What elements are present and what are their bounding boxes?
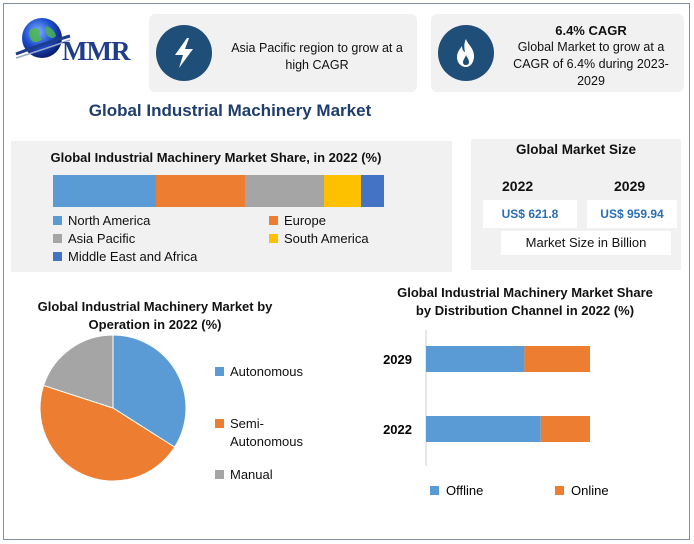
legend-swatch <box>53 234 62 243</box>
growth-card-text: Asia Pacific region to grow at a high CA… <box>231 41 403 72</box>
pie-legend-semi-autonomous: Semi- Autonomous <box>215 415 315 451</box>
legend-swatch-online <box>555 486 564 495</box>
value-2029: US$ 959.94 <box>587 200 677 228</box>
year-2022-label: 2022 <box>502 178 534 194</box>
market-size-title: Global Market Size <box>515 142 637 157</box>
legend-label: Semi- Autonomous <box>230 415 310 451</box>
pie-slice-semi-autonomous <box>40 384 176 482</box>
legend-swatch <box>215 419 224 428</box>
legend-label: Autonomous <box>230 364 303 379</box>
market-size-panel: Global Market Size 2022 2029 US$ 621.8 U… <box>471 139 681 270</box>
regional-share-title: Global Industrial Machinery Market Share… <box>50 150 382 165</box>
regional-stacked-bar <box>53 175 384 207</box>
legend-swatch <box>269 234 278 243</box>
legend-swatch <box>269 216 278 225</box>
legend-swatch <box>215 470 224 479</box>
legend-label: South America <box>284 231 369 246</box>
pie-slice-manual <box>42 334 114 409</box>
legend-europe: Europe <box>269 213 326 228</box>
legend-label: Europe <box>284 213 326 228</box>
cagr-card: 6.4% CAGR Global Market to grow at a CAG… <box>431 14 684 92</box>
value-2022: US$ 621.8 <box>483 200 577 228</box>
infographic-frame <box>3 3 690 540</box>
logo-text: MMR <box>62 36 130 66</box>
category-label-2029: 2029 <box>383 352 412 367</box>
legend-label-offline: Offline <box>446 483 483 498</box>
mmr-logo: MMR <box>12 14 140 74</box>
segment-middle-east-and-africa <box>360 175 384 207</box>
segment-europe <box>155 175 245 207</box>
legend-label: Manual <box>230 467 273 482</box>
legend-label: North America <box>68 213 151 228</box>
legend-label: Asia Pacific <box>68 231 136 246</box>
legend-swatch <box>53 216 62 225</box>
bar-2029-online <box>524 346 590 372</box>
legend-middle-east-and-africa: Middle East and Africa <box>53 249 197 264</box>
legend-swatch-offline <box>430 486 439 495</box>
growth-card: Asia Pacific region to grow at a high CA… <box>149 14 417 92</box>
market-size-note: Market Size in Billion <box>501 231 671 255</box>
segment-north-america <box>53 175 156 207</box>
legend-label-online: Online <box>571 483 609 498</box>
operation-pie-title: Global Industrial Machinery Market by Op… <box>37 299 273 332</box>
distribution-bar-chart: 2029 2022 Offline Online <box>383 330 609 498</box>
regional-share-panel: Global Industrial Machinery Market Share… <box>11 141 452 272</box>
bar-2022-online <box>540 416 590 442</box>
segment-south-america <box>324 175 361 207</box>
legend-label-line: Semi- <box>230 416 264 431</box>
cagr-card-title: 6.4% CAGR <box>555 23 627 38</box>
globe-icon <box>15 18 71 59</box>
cagr-icon-circle <box>438 25 494 81</box>
lightning-icon <box>175 38 193 68</box>
category-label-2022: 2022 <box>383 422 412 437</box>
pie-legend-autonomous: Autonomous <box>215 363 315 381</box>
legend-label: Middle East and Africa <box>68 249 198 264</box>
main-title: Global Industrial Machinery Market <box>88 101 372 120</box>
distribution-bar-title: Global Industrial Machinery Market Share… <box>397 285 653 318</box>
pie-legend-manual: Manual <box>215 466 315 484</box>
legend-swatch <box>215 367 224 376</box>
year-2029-label: 2029 <box>614 178 646 194</box>
bar-2029-offline <box>426 346 525 372</box>
legend-swatch <box>53 252 62 261</box>
cagr-card-text: Global Market to grow at a CAGR of 6.4% … <box>513 40 669 88</box>
flame-icon <box>457 39 474 67</box>
segment-asia-pacific <box>244 175 325 207</box>
legend-south-america: South America <box>269 231 369 246</box>
legend-north-america: North America <box>53 213 150 228</box>
operation-pie-chart <box>40 334 187 482</box>
legend-asia-pacific: Asia Pacific <box>53 231 135 246</box>
bar-2022-offline <box>426 416 541 442</box>
legend-label-line: Autonomous <box>230 434 303 449</box>
growth-icon-circle <box>156 25 212 81</box>
